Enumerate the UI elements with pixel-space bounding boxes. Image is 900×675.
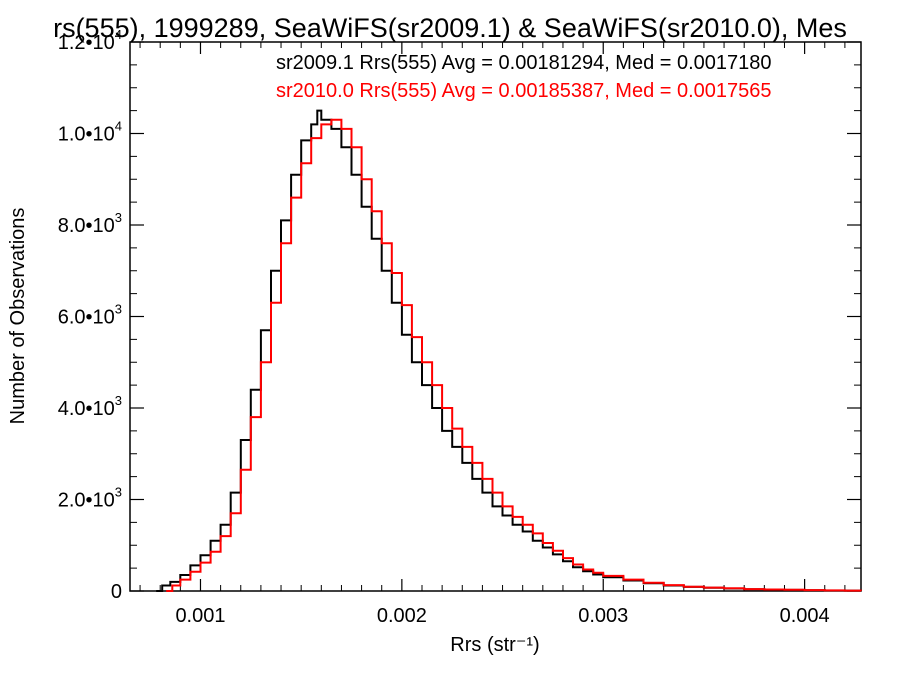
y-tick-exponent: 4 (115, 119, 122, 134)
y-tick-mantissa: 1.2•10 (58, 32, 115, 54)
y-tick-exponent: 4 (115, 27, 122, 42)
series-line-red (166, 118, 862, 592)
legend-entry-black: sr2009.1 Rrs(555) Avg = 0.00181294, Med … (276, 52, 772, 74)
y-tick-label: 8.0•103 (58, 210, 122, 237)
y-tick-mantissa: 1.0•10 (58, 124, 115, 146)
y-tick-label: 2.0•103 (58, 485, 122, 512)
y-tick-label: 0 (111, 581, 122, 603)
y-tick-label: 6.0•103 (58, 302, 122, 329)
y-tick-label: 1.0•104 (58, 119, 122, 146)
x-tick-label: 0.003 (578, 605, 628, 627)
y-tick-label: 4.0•103 (58, 393, 122, 420)
y-tick-exponent: 3 (115, 210, 122, 225)
x-tick-label: 0.004 (780, 605, 830, 627)
y-tick-mantissa: 4.0•10 (58, 398, 115, 420)
x-tick-label: 0.002 (377, 605, 427, 627)
axis-ticks: 0.001 0.002 0.003 0.00402.0•1034.0•1036.0•1… (58, 27, 861, 627)
series-layer (156, 109, 862, 592)
y-tick-exponent: 3 (115, 485, 122, 500)
y-tick-mantissa: 0 (111, 581, 122, 603)
x-axis-label: Rrs (str⁻¹) (450, 634, 539, 656)
series-line-black (156, 109, 862, 592)
plot-frame (129, 41, 862, 592)
y-tick-label: 1.2•104 (58, 27, 122, 54)
legend-entry-red: sr2010.0 Rrs(555) Avg = 0.00185387, Med … (276, 80, 772, 102)
chart-title: rs(555), 1999289, SeaWiFS(sr2009.1) & Se… (53, 13, 847, 43)
y-tick-mantissa: 8.0•10 (58, 215, 115, 237)
x-tick-label: 0.001 (175, 605, 225, 627)
y-tick-mantissa: 2.0•10 (58, 490, 115, 512)
y-axis-label: Number of Observations (7, 208, 29, 425)
y-tick-exponent: 3 (115, 302, 122, 317)
y-tick-mantissa: 6.0•10 (58, 307, 115, 329)
y-tick-exponent: 3 (115, 393, 122, 408)
